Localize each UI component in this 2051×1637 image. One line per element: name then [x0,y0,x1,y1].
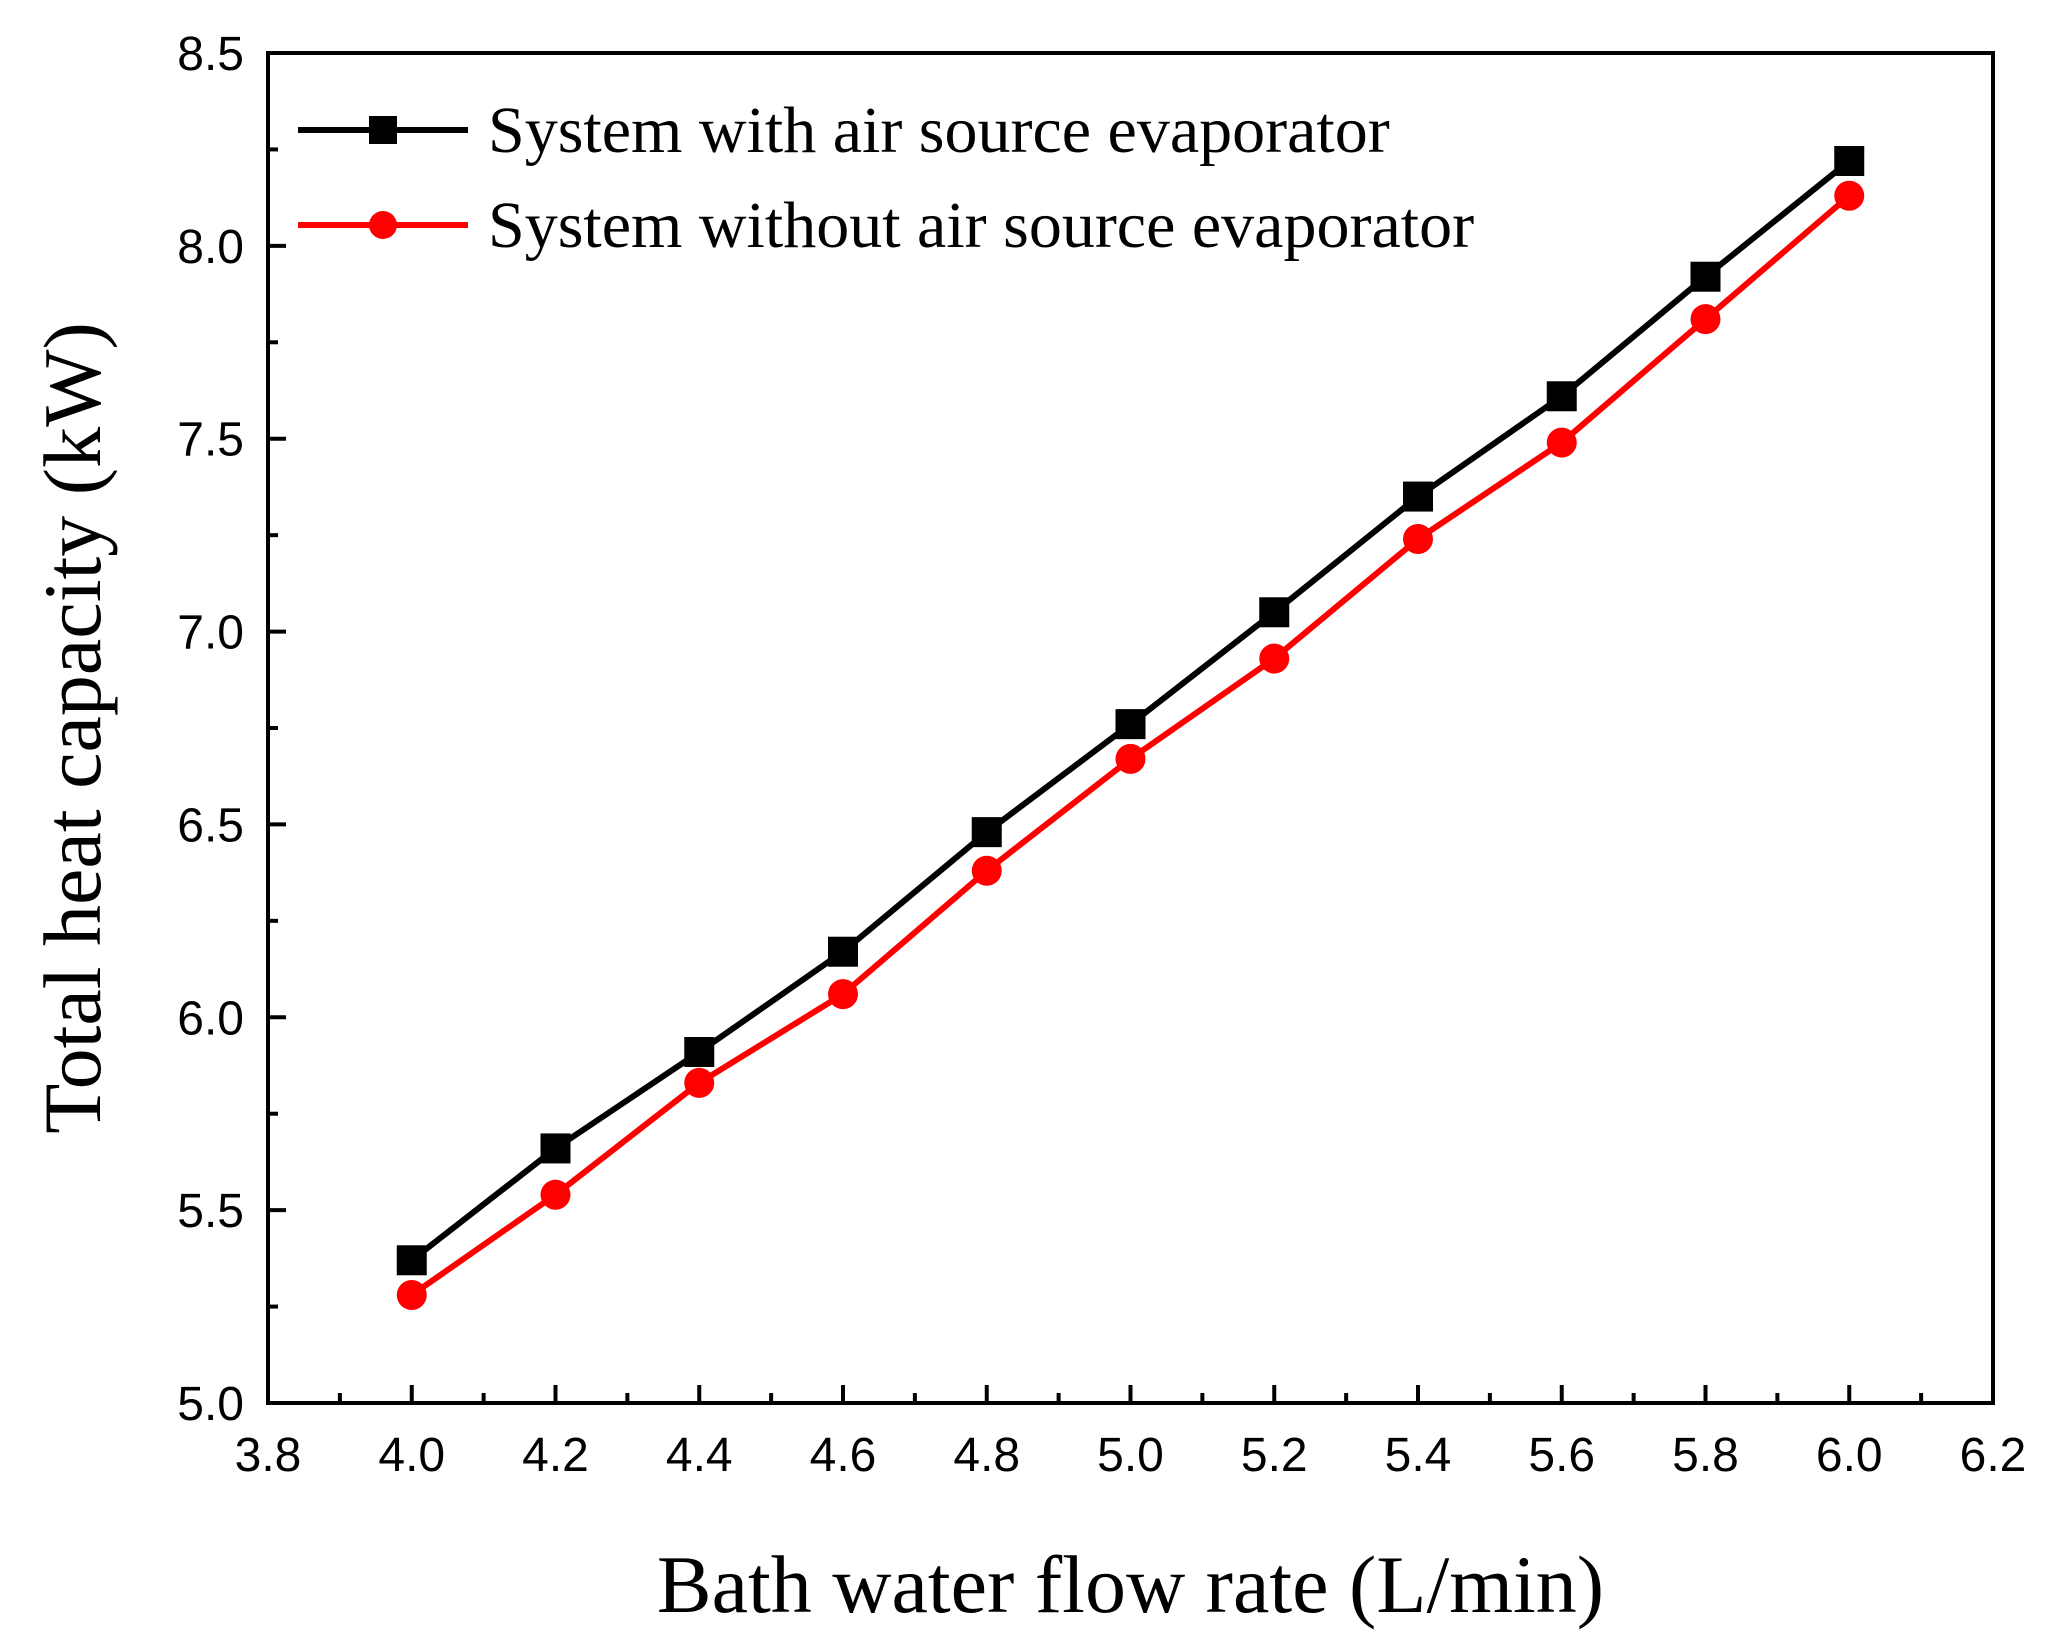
x-tick-label: 4.6 [810,1429,877,1482]
y-axis: 5.0 5.5 6.0 6.5 7.0 7.5 8.0 8.5 [177,28,286,1431]
data-point [684,1037,715,1067]
x-tick-label: 6.0 [1816,1429,1883,1482]
data-point [1834,180,1865,211]
data-point [1690,304,1721,335]
data-point [1546,427,1577,458]
x-tick-label: 5.2 [1241,1429,1308,1482]
x-tick-label: 3.8 [235,1429,302,1482]
series-layer [396,146,1865,1310]
legend: System with air source evaporator System … [298,94,1474,262]
y-tick-label: 7.5 [177,414,244,467]
y-tick-label: 8.0 [177,221,244,274]
data-point [1403,524,1433,554]
y-tick-label: 5.0 [177,1378,244,1431]
y-tick-label: 7.0 [177,607,244,660]
data-point [1403,481,1433,512]
y-tick-label: 8.5 [177,28,244,81]
x-axis-title: Bath water flow rate (L/min) [657,1539,1604,1630]
data-point [1115,743,1146,774]
series-without-evaporator [396,180,1865,1310]
y-tick-label: 5.5 [177,1185,244,1238]
x-tick-label: 5.0 [1097,1429,1164,1482]
y-axis-title: Total heat capacity (kW) [27,322,118,1134]
data-point [1690,261,1721,292]
data-point [1259,597,1290,628]
data-point [828,936,858,967]
data-point [971,855,1002,886]
data-point [1546,381,1577,412]
data-point [396,1280,427,1310]
data-point [396,1245,427,1276]
data-point [828,979,858,1010]
x-tick-label: 4.8 [953,1429,1020,1482]
series-with-evaporator [396,146,1865,1276]
data-point [540,1179,571,1210]
y-tick-label: 6.0 [177,992,244,1045]
x-tick-label: 5.6 [1528,1429,1595,1482]
legend-item: System without air source evaporator [298,189,1474,262]
x-axis: 3.8 4.0 4.2 4.4 4.6 4.8 5.0 5.2 5.4 5.6 5.8 6.0 6.2 [235,1385,2027,1482]
legend-label: System with air source evaporator [488,94,1390,167]
data-point [1115,709,1146,740]
data-point [1259,643,1290,674]
legend-marker [369,211,397,239]
x-tick-label: 4.0 [378,1429,445,1482]
x-tick-label: 5.4 [1385,1429,1452,1482]
data-point [1834,146,1865,176]
data-point [684,1067,715,1098]
legend-item: System with air source evaporator [298,94,1390,167]
x-tick-label: 4.4 [666,1429,733,1482]
x-tick-label: 4.2 [522,1429,589,1482]
y-tick-label: 6.5 [177,799,244,852]
legend-marker [369,116,397,144]
data-point [971,817,1002,848]
legend-label: System without air source evaporator [488,189,1474,262]
data-point [540,1133,571,1164]
x-tick-label: 5.8 [1672,1429,1739,1482]
x-tick-label: 6.2 [1960,1429,2027,1482]
